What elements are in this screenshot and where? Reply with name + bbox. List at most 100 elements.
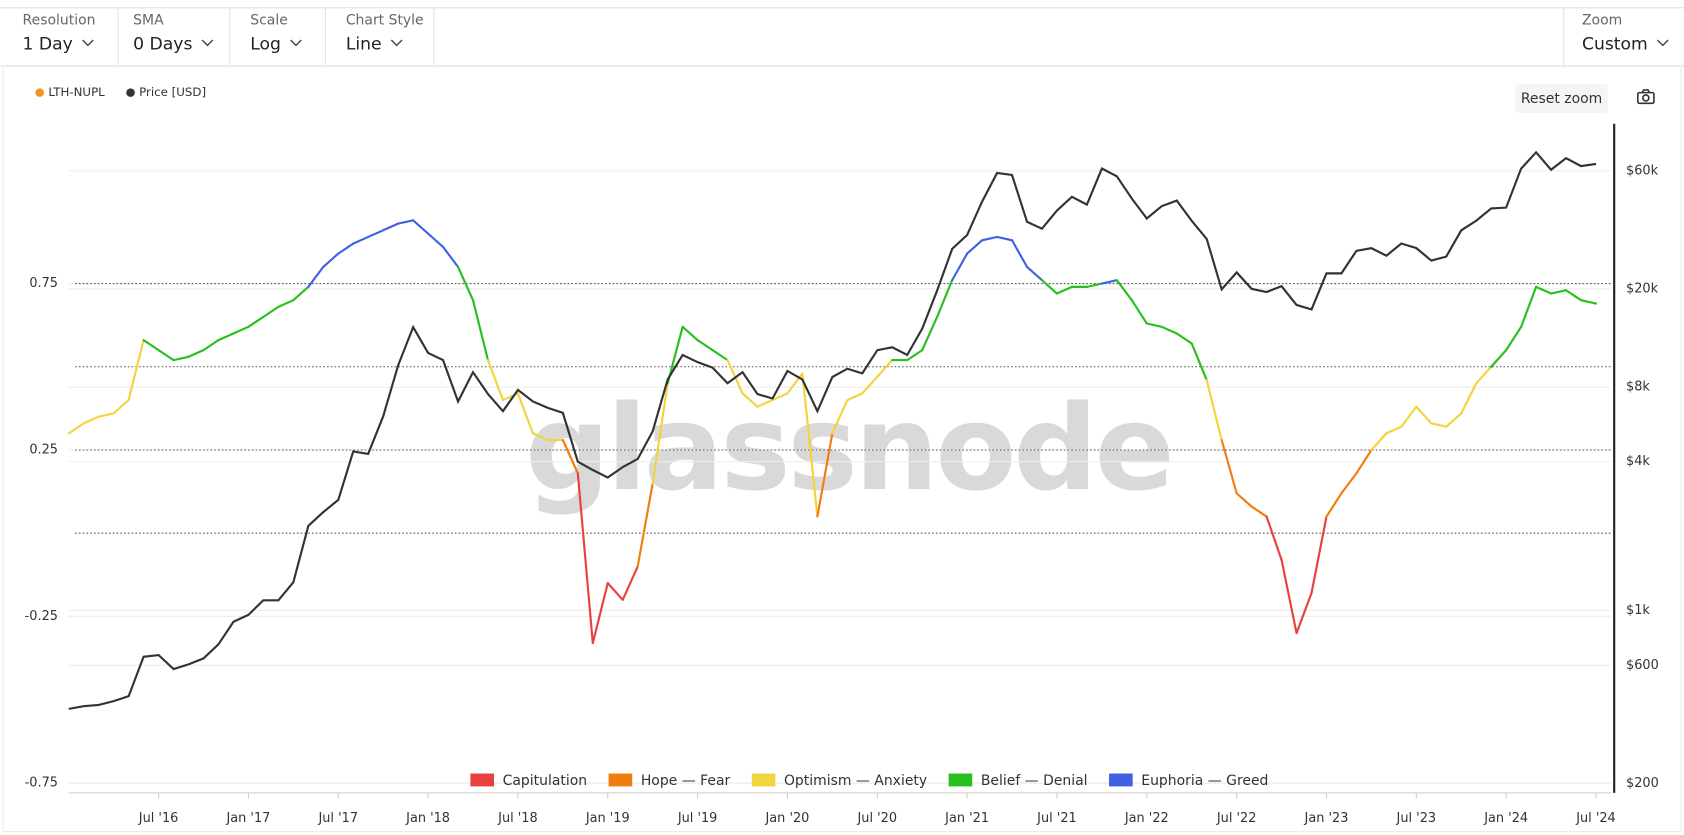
x-tick-label: Jul '19 (677, 811, 718, 826)
nupl-segment (1520, 285, 1538, 328)
zone-legend-label[interactable]: Hope — Fear (641, 773, 731, 789)
camera-top[interactable] (1641, 89, 1651, 94)
camera-body[interactable] (1637, 91, 1655, 105)
nupl-segment (951, 252, 969, 282)
x-tick-label: Jan '20 (765, 811, 810, 826)
nupl-segment (1505, 325, 1523, 352)
nupl-segment (1265, 515, 1283, 561)
x-tick-label: Jan '23 (1304, 811, 1349, 826)
nupl-segment (861, 375, 879, 395)
camera-icon[interactable] (1637, 89, 1655, 105)
y2-tick-label: $600 (1626, 658, 1659, 673)
nupl-segment (412, 219, 430, 235)
watermark: glassnode (525, 379, 1171, 517)
legend-marker[interactable] (35, 88, 45, 97)
y-tick-label: -0.75 (25, 775, 58, 790)
nupl-segment (606, 582, 624, 601)
nupl-segment (936, 279, 954, 318)
camera-lens[interactable] (1642, 94, 1650, 102)
control-value[interactable]: 1 Day (23, 34, 73, 54)
nupl-segment (1190, 342, 1208, 382)
chevron[interactable] (1656, 39, 1669, 47)
x-tick-label: Jan '18 (405, 811, 450, 826)
zone-legend-label[interactable]: Euphoria — Greed (1141, 773, 1268, 789)
x-tick-label: Jul '21 (1036, 811, 1077, 826)
legend-marker[interactable] (126, 88, 135, 97)
nupl-segment (696, 339, 714, 352)
zone-legend-label[interactable]: Belief — Denial (981, 773, 1088, 789)
nupl-segment (921, 315, 939, 352)
nupl-segment (277, 299, 295, 308)
control-value[interactable]: Log (250, 34, 281, 54)
nupl-segment (427, 232, 445, 249)
zone-legend-swatch[interactable] (1109, 773, 1133, 787)
zone-legend-swatch[interactable] (470, 773, 495, 787)
y2-tick-label: $20k (1626, 281, 1659, 296)
x-tick-label: Jul '20 (857, 811, 898, 826)
nupl-segment (1370, 432, 1388, 452)
x-tick-label: Jan '17 (225, 811, 270, 826)
nupl-segment (1460, 382, 1478, 415)
nupl-segment (1564, 289, 1583, 302)
nupl-segment (337, 242, 355, 255)
zone-legend-label[interactable]: Capitulation (503, 773, 588, 789)
control-label[interactable]: Zoom (1582, 13, 1622, 29)
nupl-segment (561, 438, 579, 475)
reset-zoom-label[interactable]: Reset zoom (1521, 91, 1602, 107)
nupl-segment (67, 422, 85, 435)
reset-zoom-button[interactable] (1515, 84, 1608, 114)
chevron[interactable] (201, 39, 214, 47)
nupl-segment (1400, 405, 1418, 428)
nupl-segment (112, 398, 130, 415)
y2-tick-label: $1k (1626, 603, 1650, 618)
control-label[interactable]: Chart Style (346, 13, 424, 29)
control-label[interactable]: Resolution (23, 13, 96, 29)
nupl-segment (636, 482, 654, 568)
nupl-segment (322, 252, 340, 268)
nupl-segment (1579, 299, 1598, 305)
zone-legend-swatch[interactable] (948, 773, 973, 787)
control-label[interactable]: SMA (133, 13, 164, 29)
nupl-segment (1355, 448, 1373, 475)
y-tick-label: -0.25 (25, 609, 58, 624)
price-line (68, 150, 1597, 710)
chevron[interactable] (390, 39, 403, 47)
nupl-segment (262, 305, 280, 318)
nupl-segment (382, 222, 400, 232)
legend-label[interactable]: LTH-NUPL (48, 85, 105, 99)
zone-legend-swatch[interactable] (751, 773, 776, 787)
nupl-segment (202, 339, 220, 352)
control-value[interactable]: Custom (1582, 34, 1648, 54)
nupl-segment (471, 299, 490, 362)
zone-legend-swatch[interactable] (608, 773, 633, 787)
nupl-segment (1325, 492, 1343, 518)
nupl-segment (1475, 365, 1493, 385)
nupl-segment (1145, 322, 1163, 328)
nupl-segment (516, 392, 534, 435)
legend-label[interactable]: Price [USD] (139, 85, 206, 99)
x-tick-label: Jul '18 (497, 811, 538, 826)
nupl-segment (681, 325, 699, 342)
zone-legend-label[interactable]: Optimism — Anxiety (784, 773, 927, 789)
x-tick-label: Jul '22 (1216, 811, 1257, 826)
y2-tick-label: $200 (1626, 776, 1659, 791)
x-tick-label: Jan '21 (944, 811, 989, 826)
control-value[interactable]: Line (346, 34, 382, 54)
nupl-segment (531, 432, 549, 442)
chevron[interactable] (290, 39, 302, 47)
control-value[interactable]: 0 Days (133, 34, 192, 54)
control-label[interactable]: Scale (250, 13, 288, 29)
chart-frame (2, 66, 1682, 833)
nupl-segment (1385, 425, 1403, 435)
nupl-segment (756, 398, 774, 408)
chevron[interactable] (82, 39, 94, 47)
nupl-segment (172, 355, 190, 362)
nupl-segment (711, 349, 729, 362)
nupl-segment (966, 239, 984, 255)
x-tick-label: Jan '24 (1483, 811, 1528, 826)
nupl-segment (1115, 279, 1133, 302)
nupl-segment (292, 285, 310, 302)
x-tick-label: Jul '24 (1575, 811, 1616, 826)
